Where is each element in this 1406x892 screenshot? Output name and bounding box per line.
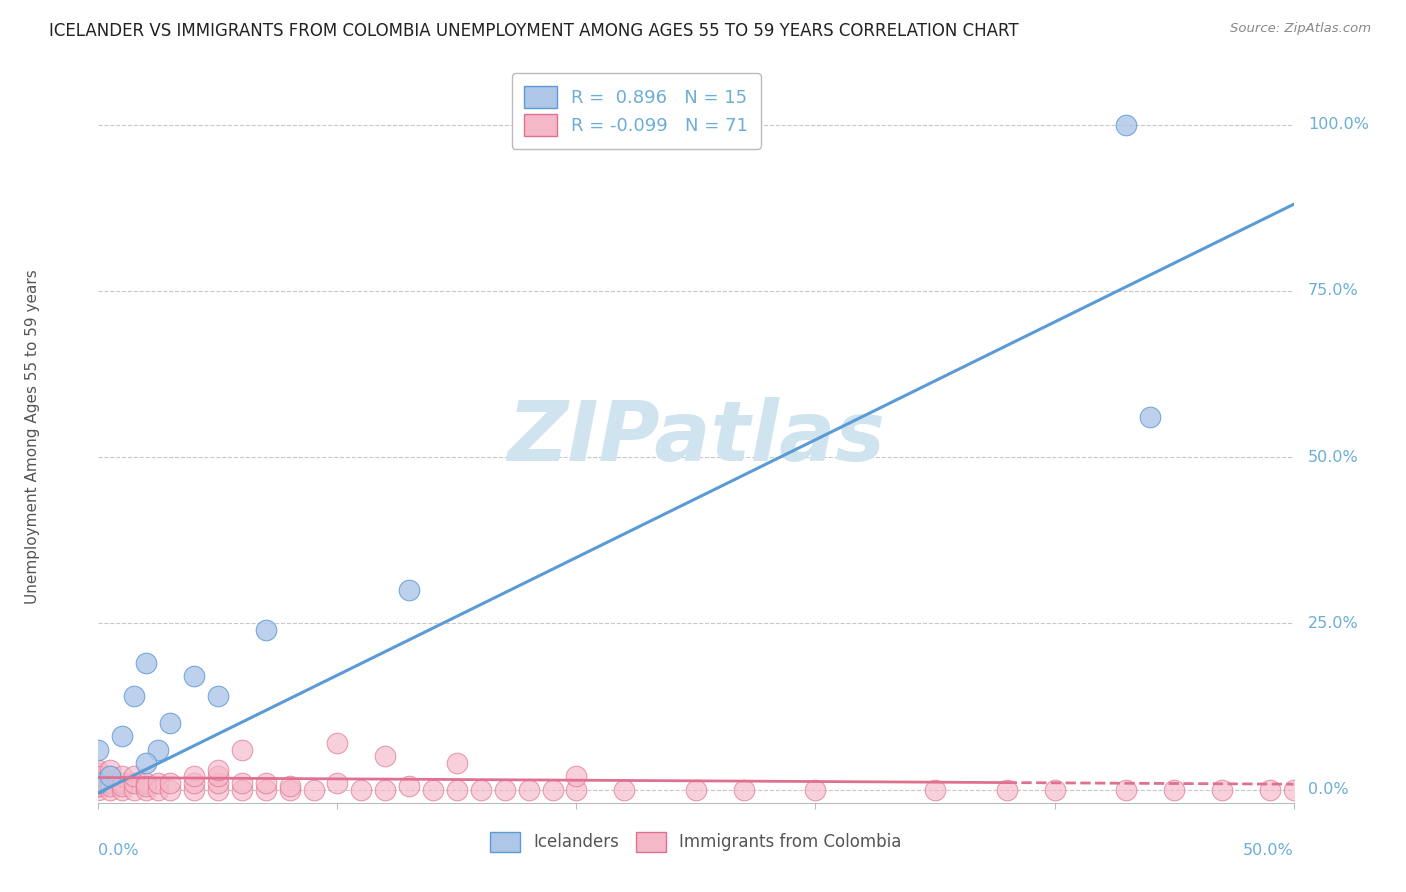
Point [87,776,110,790]
Text: 0.0%: 0.0% [98,843,139,858]
Point [111,769,134,783]
Point [183,776,205,790]
Point [159,782,181,797]
Point [924,782,946,797]
Point [148,776,170,790]
Point [207,769,229,783]
Point [1282,782,1305,797]
Point [207,776,229,790]
Text: Unemployment Among Ages 55 to 59 years: Unemployment Among Ages 55 to 59 years [25,269,41,605]
Point [302,782,325,797]
Point [87,769,110,783]
Point [565,782,588,797]
Point [231,782,253,797]
Text: 50.0%: 50.0% [1308,450,1358,465]
Point [398,582,420,597]
Point [98,763,122,777]
Point [111,782,134,797]
Point [87,769,110,783]
Point [135,779,157,793]
Point [183,782,205,797]
Point [135,776,157,790]
Point [87,779,110,793]
Point [124,776,146,790]
Text: 100.0%: 100.0% [1308,117,1369,132]
Point [98,769,122,783]
Point [207,763,229,777]
Point [231,776,253,790]
Point [87,782,110,797]
Point [494,782,516,797]
Text: 75.0%: 75.0% [1308,284,1358,298]
Text: 0.0%: 0.0% [1308,782,1348,797]
Point [685,782,707,797]
Text: 50.0%: 50.0% [1243,843,1294,858]
Point [374,749,396,764]
Point [98,782,122,797]
Point [98,769,122,783]
Point [87,742,110,756]
Point [124,782,146,797]
Point [804,782,827,797]
Point [733,782,755,797]
Point [326,736,349,750]
Point [254,623,277,637]
Point [254,782,277,797]
Point [148,742,170,756]
Point [183,669,205,683]
Text: ICELANDER VS IMMIGRANTS FROM COLOMBIA UNEMPLOYMENT AMONG AGES 55 TO 59 YEARS COR: ICELANDER VS IMMIGRANTS FROM COLOMBIA UN… [49,22,1019,40]
Point [326,776,349,790]
Point [995,782,1018,797]
Point [148,782,170,797]
Point [1115,782,1137,797]
Point [1258,782,1281,797]
Point [87,779,110,793]
Point [124,690,146,704]
Point [541,782,564,797]
Point [87,772,110,787]
Point [470,782,492,797]
Point [98,779,122,793]
Point [135,782,157,797]
Point [374,782,396,797]
Point [1139,410,1161,425]
Point [87,776,110,790]
Text: ZIPatlas: ZIPatlas [508,397,884,477]
Point [207,690,229,704]
Point [565,769,588,783]
Point [183,769,205,783]
Point [422,782,444,797]
Point [135,756,157,770]
Point [398,779,420,793]
Point [278,782,301,797]
Point [87,765,110,780]
Point [1211,782,1233,797]
Point [87,776,110,790]
Text: 25.0%: 25.0% [1308,615,1358,631]
Point [159,776,181,790]
Point [446,756,468,770]
Point [87,763,110,777]
Point [98,776,122,790]
Point [1115,118,1137,132]
Point [517,782,540,797]
Text: Source: ZipAtlas.com: Source: ZipAtlas.com [1230,22,1371,36]
Point [124,769,146,783]
Point [350,782,373,797]
Point [111,729,134,743]
Point [135,656,157,670]
Point [446,782,468,797]
Legend: Icelanders, Immigrants from Colombia: Icelanders, Immigrants from Colombia [482,823,910,860]
Point [613,782,636,797]
Point [111,776,134,790]
Point [111,779,134,793]
Point [231,742,253,756]
Point [278,779,301,793]
Point [1043,782,1066,797]
Point [159,716,181,731]
Point [254,776,277,790]
Point [1163,782,1185,797]
Point [207,782,229,797]
